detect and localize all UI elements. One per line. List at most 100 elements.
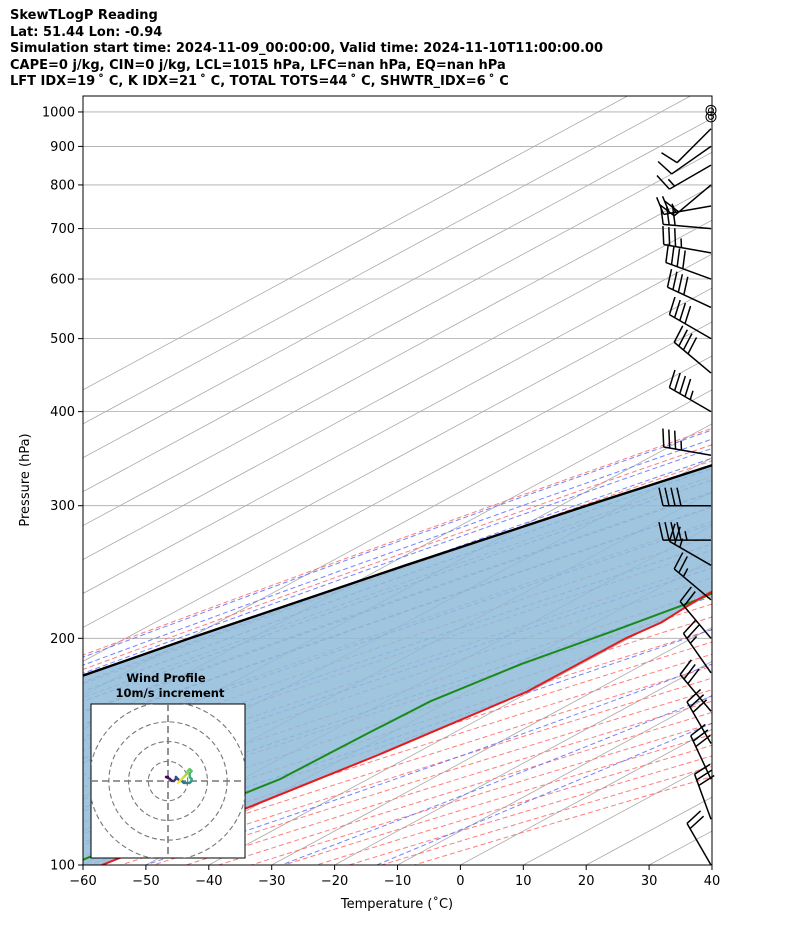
barb-full bbox=[687, 668, 700, 685]
x-tick-label: 20 bbox=[578, 874, 595, 889]
y-tick-label: 1000 bbox=[42, 105, 75, 120]
y-tick-label: 300 bbox=[50, 499, 75, 514]
wind-barb bbox=[661, 128, 712, 164]
barb-full bbox=[686, 624, 700, 639]
barb-full bbox=[689, 815, 705, 830]
barb-staff bbox=[669, 313, 712, 340]
calm-circle bbox=[705, 104, 717, 116]
barb-full bbox=[673, 552, 684, 570]
x-axis-label: Temperature (˚C) bbox=[340, 896, 453, 912]
wind-barb bbox=[673, 325, 712, 374]
wind-barb bbox=[655, 196, 712, 216]
x-tick-label: −40 bbox=[195, 874, 222, 889]
hodograph-segment bbox=[176, 779, 182, 785]
wind-barb bbox=[673, 552, 712, 601]
barb-full bbox=[668, 429, 671, 449]
barb-full bbox=[678, 556, 688, 574]
barb-full bbox=[679, 302, 687, 321]
wind-barb bbox=[682, 619, 712, 674]
wind-barb bbox=[668, 369, 712, 413]
cape-line: CAPE=0 j/kg, CIN=0 j/kg, LCL=1015 hPa, L… bbox=[10, 57, 506, 73]
parcel-profile-line bbox=[83, 464, 712, 677]
barb-full bbox=[684, 305, 692, 324]
wind-barb bbox=[656, 164, 712, 190]
dry-adiabat bbox=[83, 427, 712, 656]
x-axis-ticks: −60 −50 −40 −30 −20 −10 0 10 20 30 40 bbox=[69, 865, 720, 889]
barb-full bbox=[673, 325, 684, 343]
barb-full bbox=[682, 250, 686, 269]
barb-staff bbox=[663, 223, 712, 230]
wind-barb bbox=[693, 763, 715, 820]
wind-profile-inset: Wind Profile 10m/s increment bbox=[90, 671, 246, 859]
y-tick-label: 100 bbox=[50, 859, 75, 874]
barb-full bbox=[661, 152, 678, 164]
time-line: Simulation start time: 2024-11-09_00:00:… bbox=[10, 41, 603, 56]
y-tick-label: 200 bbox=[50, 632, 75, 647]
barb-full bbox=[673, 228, 677, 247]
barb-staff bbox=[673, 341, 712, 374]
isotherm-line bbox=[83, 96, 629, 391]
barb-full bbox=[684, 378, 692, 397]
barb-full bbox=[692, 729, 709, 742]
wind-barbs bbox=[655, 104, 717, 866]
x-tick-label: −20 bbox=[321, 874, 348, 889]
barb-full bbox=[655, 197, 665, 215]
temperature-line bbox=[101, 590, 712, 865]
barb-full bbox=[671, 207, 676, 226]
barb-full bbox=[676, 248, 681, 267]
barb-full bbox=[679, 375, 687, 394]
barb-half bbox=[689, 390, 694, 400]
isotherm-line bbox=[459, 728, 712, 865]
index-line: LFT IDX=19 ˚ C, K IDX=21 ˚ C, TOTAL TOTS… bbox=[10, 74, 509, 89]
barb-full bbox=[679, 586, 692, 602]
wind-barb bbox=[660, 206, 712, 230]
barb-half bbox=[682, 568, 689, 577]
chart-title: SkewTLogP Reading bbox=[10, 8, 158, 23]
barb-full bbox=[665, 244, 670, 263]
barb-full bbox=[661, 196, 671, 214]
wind-barb bbox=[679, 659, 712, 712]
isotherm-line bbox=[396, 694, 712, 865]
barb-full bbox=[673, 430, 677, 450]
barb-full bbox=[662, 226, 665, 245]
x-tick-label: −60 bbox=[69, 874, 96, 889]
barb-full bbox=[679, 659, 692, 675]
barb-half bbox=[679, 538, 684, 548]
wind-barb bbox=[662, 226, 712, 254]
barb-staff bbox=[673, 184, 712, 217]
y-tick-label: 900 bbox=[50, 140, 75, 155]
barb-full bbox=[694, 763, 711, 775]
wind-barb bbox=[705, 104, 717, 116]
isotherm-line bbox=[83, 96, 692, 425]
barb-full bbox=[682, 619, 697, 634]
barb-full bbox=[666, 206, 670, 226]
wind-barb bbox=[658, 487, 711, 507]
isotherm-line bbox=[744, 93, 794, 882]
wind-barb bbox=[686, 688, 712, 744]
isotherm-line bbox=[207, 593, 712, 865]
barb-staff bbox=[676, 128, 712, 164]
barb-half bbox=[684, 531, 688, 541]
barb-staff bbox=[671, 145, 712, 175]
barb-full bbox=[656, 175, 670, 190]
barb-staff bbox=[663, 205, 712, 216]
chart-header: SkewTLogP Reading Lat: 51.44 Lon: -0.94 … bbox=[10, 8, 780, 91]
barb-full bbox=[673, 299, 681, 318]
isotherm-line bbox=[83, 219, 712, 560]
y-tick-label: 500 bbox=[50, 332, 75, 347]
x-tick-label: 0 bbox=[456, 874, 464, 889]
y-axis-ticks: 100 200 300 400 500 600 700 800 900 1000 bbox=[42, 105, 83, 874]
barb-full bbox=[660, 206, 664, 225]
barb-full bbox=[687, 337, 698, 355]
barb-full bbox=[668, 523, 676, 542]
barb-full bbox=[683, 664, 696, 680]
barb-full bbox=[686, 688, 702, 703]
barb-full bbox=[686, 810, 702, 824]
isotherm-line bbox=[83, 321, 712, 662]
y-tick-label: 400 bbox=[50, 405, 75, 420]
x-tick-label: 40 bbox=[704, 874, 721, 889]
isotherm-line bbox=[83, 287, 712, 628]
wind-barb bbox=[662, 428, 712, 457]
wind-barb bbox=[657, 145, 712, 175]
isotherm-line bbox=[270, 626, 712, 865]
